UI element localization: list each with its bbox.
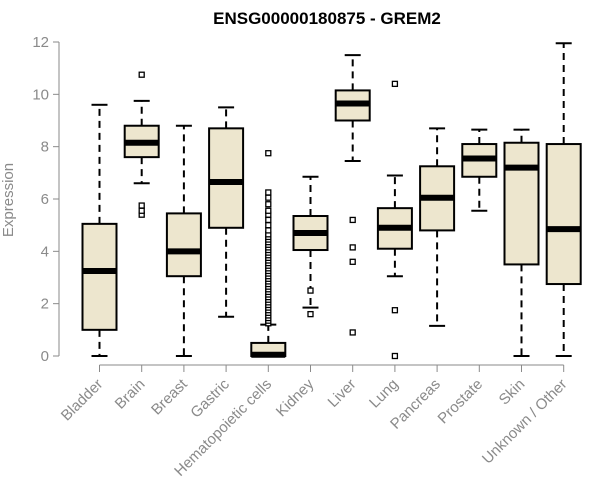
outlier-point <box>138 202 145 209</box>
outlier-point <box>391 307 399 314</box>
box-kidney <box>292 175 329 318</box>
iqr-box <box>545 143 582 286</box>
outlier-point <box>349 258 356 265</box>
y-tick-label: 2 <box>41 296 49 313</box>
iqr-box <box>81 222 118 331</box>
outlier-point <box>265 189 272 196</box>
x-tick-label: Skin <box>496 376 529 409</box>
box-bladder <box>81 103 118 357</box>
box-prostate <box>461 128 498 212</box>
outlier-point <box>265 201 272 208</box>
box-breast <box>165 124 202 357</box>
x-tick-label: Lung <box>366 376 402 412</box>
outlier-point <box>265 194 272 201</box>
y-axis: 0 2 4 6 8 10 12 <box>32 34 60 365</box>
x-tick-label: Breast <box>148 375 191 418</box>
chart-title: ENSG00000180875 - GREM2 <box>213 9 441 28</box>
outlier-point <box>265 150 272 157</box>
outlier-point <box>349 244 356 251</box>
outlier-point <box>307 287 314 294</box>
y-tick-label: 8 <box>41 139 49 156</box>
box-lung <box>376 80 413 360</box>
outlier-point <box>265 216 272 224</box>
plot-area <box>81 42 582 360</box>
outlier-point <box>138 207 145 214</box>
outlier-point <box>349 216 356 224</box>
outlier-point <box>265 227 272 234</box>
x-tick-label: Bladder <box>58 376 107 425</box>
box-unknown-other <box>545 42 582 357</box>
iqr-box <box>208 127 245 229</box>
y-tick-label: 10 <box>32 86 49 103</box>
y-tick-label: 6 <box>41 191 49 208</box>
iqr-box <box>165 212 202 278</box>
outlier-point <box>391 352 399 360</box>
x-tick-label: Prostate <box>435 376 487 428</box>
outlier-point <box>265 222 272 229</box>
outlier-point <box>265 207 272 214</box>
x-tick-label: Kidney <box>273 375 318 420</box>
box-skin <box>503 128 540 357</box>
y-axis-label: Expression <box>0 163 17 237</box>
y-tick-label: 12 <box>32 34 49 51</box>
box-gastric <box>208 106 245 318</box>
box-hematopoietic-cells <box>250 150 287 358</box>
x-tick-label: Liver <box>325 376 360 411</box>
box-pancreas <box>419 127 456 327</box>
outlier-point <box>391 80 399 88</box>
box-brain <box>123 71 160 218</box>
outlier-point <box>138 71 145 78</box>
x-tick-label: Brain <box>112 376 149 413</box>
box-liver <box>334 54 371 336</box>
outlier-point <box>307 310 314 318</box>
y-tick-label: 0 <box>41 348 49 365</box>
iqr-box <box>503 141 540 266</box>
outlier-point <box>349 329 356 336</box>
y-tick-label: 4 <box>41 243 49 260</box>
